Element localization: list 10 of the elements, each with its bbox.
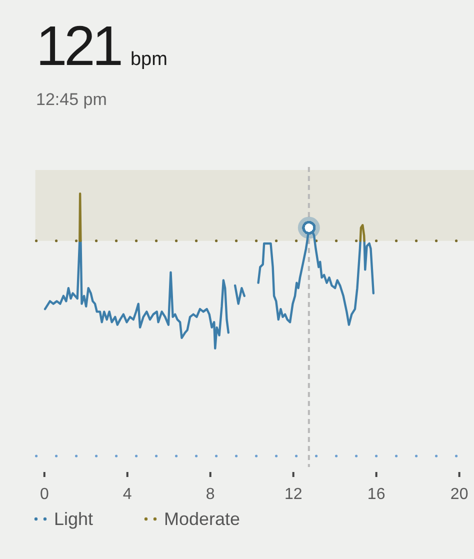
chart-title: 121 bpm — [36, 14, 168, 77]
legend-label: Moderate — [164, 509, 240, 529]
x-tick-label: 12 — [284, 486, 302, 503]
x-tick-label: 0 — [40, 486, 49, 503]
x-tick-label: 8 — [206, 486, 215, 503]
x-tick-label: 4 — [122, 486, 132, 503]
legend-label: Light — [54, 509, 94, 529]
x-tick-label: 16 — [367, 486, 386, 503]
chart-subtitle: 12:45 pm — [36, 90, 107, 109]
x-tick-label: 20 — [450, 486, 468, 503]
